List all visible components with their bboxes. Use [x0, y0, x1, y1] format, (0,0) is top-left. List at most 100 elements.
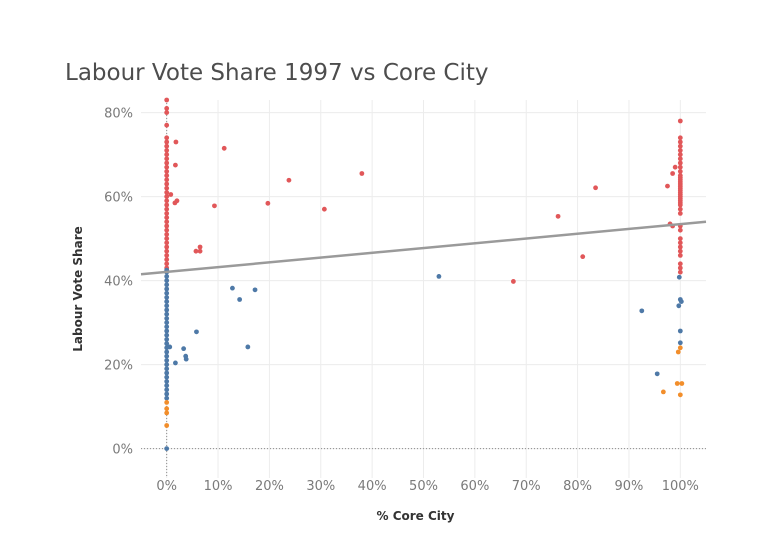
data-point [168, 192, 174, 197]
data-point [677, 206, 683, 212]
x-tick-label: 100% [662, 479, 699, 494]
data-point [164, 173, 170, 179]
data-point [164, 219, 170, 225]
y-tick-label: 20% [104, 359, 133, 374]
data-point [164, 341, 170, 346]
data-point [679, 381, 685, 386]
data-point [677, 135, 683, 141]
data-point [164, 248, 170, 254]
data-point [164, 290, 170, 296]
y-axis-title: Labour Vote Share [71, 226, 85, 351]
data-point [197, 244, 203, 250]
trend-line [140, 220, 707, 276]
data-point [164, 257, 170, 262]
x-tick-label: 70% [512, 479, 541, 494]
data-point [164, 391, 170, 397]
data-point [674, 381, 680, 386]
data-point [164, 139, 170, 145]
x-tick-label: 60% [460, 479, 489, 494]
data-point [677, 345, 683, 351]
data-point [164, 324, 170, 330]
y-tick-label: 0% [112, 443, 133, 458]
data-point [677, 211, 683, 216]
data-point [654, 371, 660, 377]
y-tick-label: 40% [104, 275, 133, 290]
data-point [321, 206, 327, 212]
data-point [677, 240, 683, 246]
data-point [665, 183, 670, 189]
data-point [164, 311, 170, 317]
data-point [164, 215, 170, 221]
x-tick-label: 90% [615, 479, 644, 494]
data-point [164, 261, 170, 267]
data-point [173, 162, 178, 168]
data-point [677, 160, 683, 166]
data-point [164, 387, 170, 393]
data-point [167, 344, 173, 350]
data-point [677, 244, 683, 250]
data-point [677, 236, 683, 242]
data-point [672, 164, 678, 170]
data-point [677, 248, 683, 254]
data-point [164, 232, 170, 237]
data-point [245, 344, 251, 350]
x-tick-label: 30% [306, 479, 335, 494]
data-point [593, 185, 598, 191]
data-point [677, 340, 683, 346]
chart-title: Labour Vote Share 1997 vs Core City [65, 60, 489, 86]
data-point [677, 269, 683, 275]
data-point [252, 287, 258, 293]
data-point [677, 118, 683, 124]
data-point [164, 406, 170, 412]
x-tick-label: 0% [156, 479, 177, 494]
x-tick-label: 50% [409, 479, 438, 494]
data-point [555, 213, 561, 219]
grid-lines [141, 100, 706, 478]
data-point [164, 177, 170, 183]
x-axis-title: % Core City [377, 509, 455, 523]
data-point [677, 164, 683, 170]
data-point [677, 148, 683, 153]
data-point [164, 353, 170, 359]
data-point [359, 171, 365, 176]
data-point [164, 423, 170, 428]
data-point [164, 358, 170, 363]
data-point [677, 152, 683, 158]
data-point [221, 145, 227, 151]
data-point [164, 395, 170, 401]
data-point [436, 274, 442, 279]
data-point [675, 349, 681, 355]
data-point [510, 279, 516, 284]
data-point [164, 206, 170, 212]
data-point [164, 223, 170, 229]
data-point [173, 360, 178, 366]
data-point [677, 328, 683, 334]
data-point [164, 349, 170, 355]
data-point [164, 253, 170, 258]
data-point [164, 194, 170, 200]
data-point [164, 282, 170, 288]
data-point [670, 171, 676, 176]
data-point [164, 299, 170, 304]
data-point [164, 236, 170, 242]
data-point [677, 265, 683, 271]
data-point [164, 332, 170, 338]
data-point [164, 274, 170, 279]
data-point [183, 356, 189, 362]
data-point [164, 240, 170, 246]
data-point [677, 202, 683, 208]
data-point [164, 97, 170, 103]
data-point [164, 374, 170, 380]
data-point [164, 278, 170, 283]
data-point [660, 389, 666, 395]
data-point [286, 177, 292, 183]
data-point [164, 337, 170, 342]
data-point [193, 248, 199, 254]
data-point [164, 370, 170, 376]
x-tick-labels: 0% 10% 20% 30% 40% 50% 60% 70% 80% 90% 100% [156, 479, 699, 494]
data-point [677, 261, 683, 267]
x-tick-label: 10% [204, 479, 233, 494]
data-point [173, 139, 179, 145]
data-point [164, 400, 170, 405]
